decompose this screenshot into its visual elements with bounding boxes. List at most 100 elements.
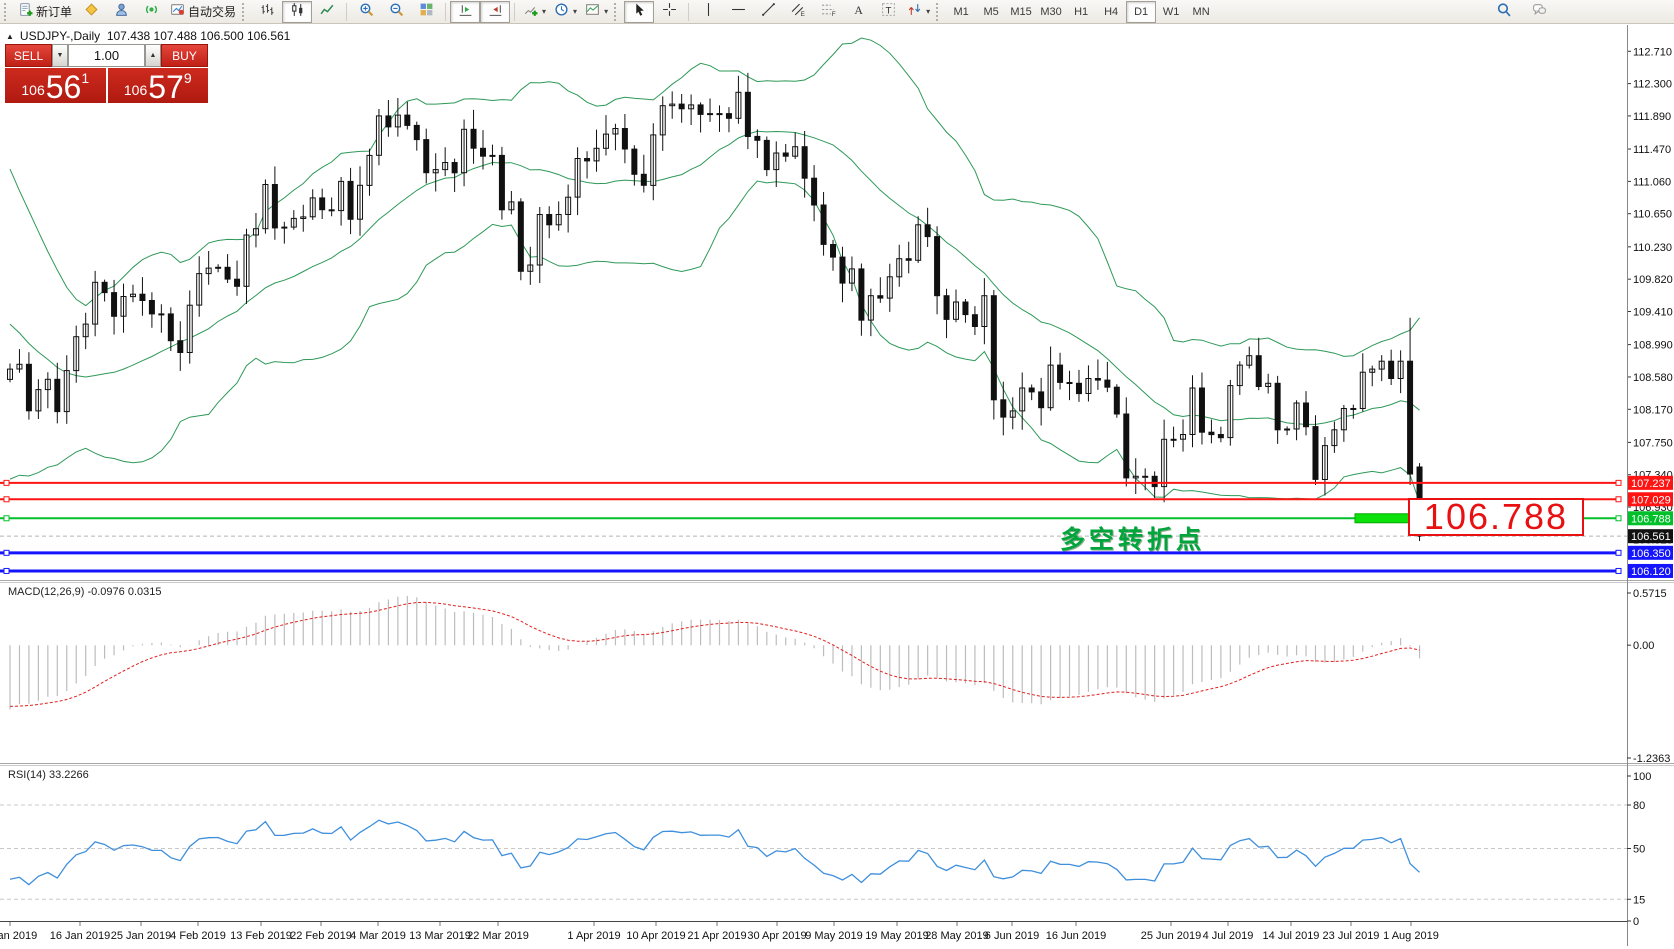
text-icon: A	[851, 2, 866, 22]
turning-point-line[interactable]	[0, 515, 1622, 522]
history-center-icon	[84, 2, 99, 22]
signals-button[interactable]	[136, 1, 166, 23]
tf-w1-button[interactable]: W1	[1156, 1, 1186, 23]
bar-chart-button[interactable]	[252, 1, 282, 23]
volume-up-button[interactable]: ▲	[145, 44, 161, 67]
line-end-marker	[1615, 515, 1622, 522]
price-axis[interactable]: 112.710 112.300 111.890 111.470 111.060 110.6…	[1627, 46, 1673, 546]
text-button[interactable]: A	[843, 1, 873, 23]
hline-icon	[731, 2, 746, 22]
line-end-marker	[3, 549, 10, 556]
new-order-button[interactable]: 新订单	[14, 1, 76, 23]
resistance-line-2[interactable]	[0, 496, 1622, 503]
macd-axis[interactable]: 0.5715 0.00 -1.2363	[1627, 588, 1670, 765]
support-line-1-axis-label: 106.350	[1628, 545, 1673, 560]
tf-mn-button[interactable]: MN	[1186, 1, 1216, 23]
time-axis-label: 4 Jul 2019	[1203, 930, 1254, 942]
tf-h1-button[interactable]: H1	[1066, 1, 1096, 23]
tf-w1-button-label: W1	[1162, 5, 1180, 18]
line-end-marker	[1615, 549, 1622, 556]
chevron-down-icon[interactable]: ▾	[573, 7, 578, 16]
toolbar-grip[interactable]	[936, 2, 942, 21]
support-line-2[interactable]	[0, 567, 1622, 574]
candlestick-chart-icon	[290, 2, 305, 22]
trendline-icon	[761, 2, 776, 22]
fibonacci-button[interactable]: F	[813, 1, 843, 23]
profile-button[interactable]	[106, 1, 136, 23]
tf-m15-button[interactable]: M15	[1006, 1, 1036, 23]
auto-scroll-button[interactable]	[450, 0, 481, 23]
indicators-button[interactable]: ▾	[519, 1, 550, 23]
chevron-down-icon[interactable]: ▾	[926, 7, 931, 16]
tf-m5-button[interactable]: M5	[976, 1, 1006, 23]
chevron-down-icon[interactable]: ▾	[604, 7, 609, 16]
svg-text:111.060: 111.060	[1633, 176, 1671, 188]
macd-pane	[9, 595, 1421, 710]
rsi-axis[interactable]: 100 80 50 15 0	[1627, 771, 1651, 928]
tf-h4-button-label: H4	[1104, 5, 1119, 18]
vline-button[interactable]	[693, 1, 723, 23]
turning-point-annotation[interactable]: 多空转折点	[1060, 526, 1206, 554]
sell-price-display[interactable]: 106 56 1	[5, 68, 106, 103]
buy-price-point: 9	[183, 70, 192, 86]
zoom-in-button[interactable]	[351, 1, 381, 23]
tf-h4-button[interactable]: H4	[1096, 1, 1126, 23]
tf-m1-button[interactable]: M1	[946, 1, 976, 23]
channel-button[interactable]: E	[783, 1, 813, 23]
svg-text:109.410: 109.410	[1633, 307, 1673, 319]
macd-histogram	[9, 595, 1421, 710]
toolbar-separator	[346, 2, 348, 21]
line-chart-button[interactable]	[312, 1, 342, 23]
svg-text:50: 50	[1633, 844, 1645, 856]
bar-chart-icon	[260, 2, 275, 22]
cursor-button[interactable]	[624, 0, 655, 23]
history-center-button[interactable]	[76, 1, 106, 23]
arrows-button[interactable]: ▾	[903, 1, 934, 23]
chart-shift-button[interactable]	[480, 0, 511, 23]
chevron-down-icon[interactable]: ▾	[542, 7, 547, 16]
time-axis-label: 25 Jun 2019	[1141, 930, 1202, 942]
bollinger-middle-band	[9, 130, 1420, 425]
toolbar-separator	[445, 2, 447, 21]
buy-price-display[interactable]: 106 57 9	[107, 68, 208, 103]
label-button[interactable]: T	[873, 1, 903, 23]
tf-m30-button[interactable]: M30	[1036, 1, 1066, 23]
crosshair-button[interactable]	[654, 1, 684, 23]
tile-windows-button[interactable]	[411, 1, 441, 23]
periods-button[interactable]: ▾	[550, 1, 581, 23]
line-end-marker	[3, 496, 10, 503]
rsi-line	[9, 819, 1420, 886]
volume-input[interactable]	[68, 44, 145, 67]
zoom-out-button[interactable]	[381, 1, 411, 23]
svg-text:15: 15	[1633, 894, 1645, 906]
svg-text:106.350: 106.350	[1631, 548, 1671, 560]
svg-text:110.650: 110.650	[1633, 209, 1672, 221]
buy-button[interactable]: BUY	[161, 44, 208, 67]
autotrading-button[interactable]: 自动交易	[166, 1, 240, 23]
resistance-line-1[interactable]	[0, 479, 1622, 486]
svg-text:107.750: 107.750	[1633, 437, 1673, 449]
tile-windows-icon	[419, 2, 434, 22]
price-callout-box[interactable]: 106.788	[1408, 496, 1584, 537]
trendline-button[interactable]	[753, 1, 783, 23]
volume-down-button[interactable]: ▼	[52, 44, 68, 67]
sell-button[interactable]: SELL	[5, 44, 52, 67]
search-button[interactable]	[1488, 1, 1518, 23]
toolbar-grip[interactable]	[4, 2, 10, 21]
collapse-panel-icon[interactable]: ▲	[6, 31, 14, 41]
pane-borders	[0, 25, 1674, 946]
templates-button[interactable]: ▾	[581, 1, 612, 23]
time-axis-label: 25 Jan 2019	[111, 930, 172, 942]
time-axis-label: 1 Apr 2019	[567, 930, 620, 942]
candlestick-chart-button[interactable]	[282, 0, 313, 23]
toolbar-grip[interactable]	[242, 2, 248, 21]
toolbar-grip[interactable]	[614, 2, 620, 21]
autotrading-button-label: 自动交易	[188, 5, 237, 19]
tf-d1-button[interactable]: D1	[1126, 0, 1157, 23]
auto-scroll-icon	[458, 2, 473, 22]
chat-button[interactable]	[1524, 1, 1554, 23]
support-line-1[interactable]	[0, 549, 1622, 556]
hline-button[interactable]	[723, 1, 753, 23]
